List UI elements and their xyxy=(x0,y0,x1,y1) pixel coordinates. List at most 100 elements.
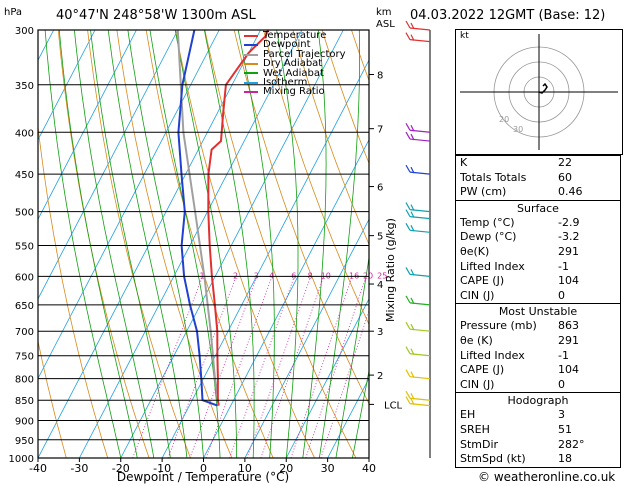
dry-adiabat xyxy=(351,30,369,82)
dry-adiabat xyxy=(321,30,369,165)
temp-tick-label: 0 xyxy=(200,462,207,475)
wet-adiabat xyxy=(368,456,369,458)
isotherm xyxy=(327,377,369,458)
wind-barb xyxy=(405,32,431,43)
hodograph-panel: 20 30 kt xyxy=(455,29,623,155)
wind-barb-flag xyxy=(410,371,415,378)
wind-barb xyxy=(405,346,431,357)
wind-barb-flag xyxy=(405,396,411,404)
legend-item: Temperature xyxy=(244,30,346,41)
wind-barb-flag xyxy=(405,131,411,140)
index-value: 60 xyxy=(558,170,572,184)
surface-title: Surface xyxy=(517,201,559,215)
legend-swatch xyxy=(244,72,258,75)
index-label: PW (cm) xyxy=(460,185,507,199)
hodograph-stat-value: 18 xyxy=(558,452,572,466)
isotherm xyxy=(0,30,12,458)
most-unstable-label: θe (K) xyxy=(460,333,493,347)
hodograph-stat-row: SREH 51 xyxy=(456,423,620,438)
wind-barb-flag xyxy=(405,20,411,29)
mixing-ratio-line xyxy=(167,276,237,458)
wind-barb-flag xyxy=(405,295,411,304)
wind-barb-flag xyxy=(405,202,411,210)
mixing-ratio-axis-label: Mixing Ratio (g/kg) xyxy=(384,218,397,322)
km-tick-label: LCL xyxy=(384,400,403,411)
surface-row: Temp (°C) -2.9 xyxy=(456,216,620,231)
legend-swatch xyxy=(244,81,258,84)
hodograph-stats-box: Hodograph EH 3 SREH 51 StmDir 282° StmSpd (kt)… xyxy=(455,392,621,468)
isotherm xyxy=(285,297,369,458)
wind-barb xyxy=(405,396,431,407)
most-unstable-value: 863 xyxy=(558,319,579,333)
legend-swatch xyxy=(244,53,258,56)
pressure-tick-label: 500 xyxy=(15,208,34,219)
hodograph-stat-label: StmSpd (kt) xyxy=(460,452,526,466)
legend-label: Dewpoint xyxy=(263,39,311,51)
wind-barb-flag xyxy=(410,392,415,400)
pressure-tick-label: 550 xyxy=(15,241,34,252)
wind-barb-flag xyxy=(410,133,415,141)
surface-value: 0 xyxy=(558,288,565,302)
legend-item: Mixing Ratio xyxy=(244,87,346,97)
wind-barb-flag xyxy=(410,204,415,211)
pressure-tick-label: 750 xyxy=(15,352,34,363)
wet-adiabat xyxy=(74,30,155,458)
legend-label: Dry Adiabat xyxy=(263,58,323,70)
hodograph-ring-label: 30 xyxy=(513,125,523,134)
isotherm xyxy=(161,59,369,458)
dry-adiabat xyxy=(410,30,455,458)
index-value: 22 xyxy=(558,156,572,169)
surface-box: Surface Temp (°C) -2.9 Dewp (°C) -3.2 θe(K) 2… xyxy=(455,199,621,305)
wind-barb xyxy=(405,223,431,233)
wind-barb-flag xyxy=(405,122,411,131)
pressure-tick-label: 700 xyxy=(15,327,34,338)
legend-item: Dry Adiabat xyxy=(244,58,346,70)
surface-row: θe(K) 291 xyxy=(456,245,620,260)
most-unstable-box: Most Unstable Pressure (mb) 863 θe (K) 291 L… xyxy=(455,303,621,394)
wind-barb xyxy=(405,390,431,401)
surface-row: CAPE (J) 104 xyxy=(456,274,620,289)
index-row: K 22 xyxy=(456,156,620,171)
copyright[interactable]: © weatheronline.co.uk xyxy=(478,470,616,484)
most-unstable-row: θe (K) 291 xyxy=(456,334,620,349)
wind-barb xyxy=(405,20,431,31)
most-unstable-value: -1 xyxy=(558,348,569,362)
wet-adiabat xyxy=(44,30,122,458)
km-tick-label: 3 xyxy=(377,327,383,338)
temp-tick-label: 10 xyxy=(238,462,252,475)
pressure-tick-label: 400 xyxy=(15,128,34,139)
pressure-tick-label: 850 xyxy=(15,396,34,407)
hodograph-stat-label: EH xyxy=(460,408,476,422)
isotherm xyxy=(79,30,303,458)
wind-barb-flag xyxy=(405,346,411,355)
wind-barb-flag xyxy=(410,269,415,276)
pressure-tick-label: 350 xyxy=(15,81,34,92)
isotherm xyxy=(38,30,96,141)
wind-barb-flag xyxy=(405,390,411,399)
stats-table: K 22 Totals Totals 60 PW (cm) 0.46 Surface Te… xyxy=(455,155,621,468)
legend-item: Isotherm xyxy=(244,77,346,88)
wind-barb-flag xyxy=(410,22,415,30)
isotherm xyxy=(38,30,261,458)
wind-barb-flag xyxy=(410,124,415,132)
legend-item: Parcel Trajectory xyxy=(244,49,346,60)
temp-tick-label: -10 xyxy=(153,462,171,475)
mixing-ratio-line xyxy=(189,276,258,458)
wind-barb-flag xyxy=(410,323,415,331)
surface-label: Dewp (°C) xyxy=(460,230,517,244)
most-unstable-label: CAPE (J) xyxy=(460,363,505,377)
indices-box: K 22 Totals Totals 60 PW (cm) 0.46 xyxy=(455,155,621,201)
surface-row: Dewp (°C) -3.2 xyxy=(456,230,620,245)
wind-barb-flag xyxy=(410,166,415,174)
temp-tick-label: 30 xyxy=(321,462,335,475)
pressure-tick-label: 900 xyxy=(15,417,34,428)
index-label: Totals Totals xyxy=(460,170,527,184)
hodograph-stat-row: EH 3 xyxy=(456,408,620,423)
legend-swatch xyxy=(244,34,258,37)
mixing-ratio-line xyxy=(229,276,295,458)
wet-adiabat xyxy=(90,30,171,458)
legend-swatch xyxy=(244,91,258,94)
wind-barb xyxy=(405,369,431,380)
hodograph-stat-value: 51 xyxy=(558,422,572,436)
datetime-title: 04.03.2022 12GMT (Base: 12) xyxy=(410,8,606,23)
